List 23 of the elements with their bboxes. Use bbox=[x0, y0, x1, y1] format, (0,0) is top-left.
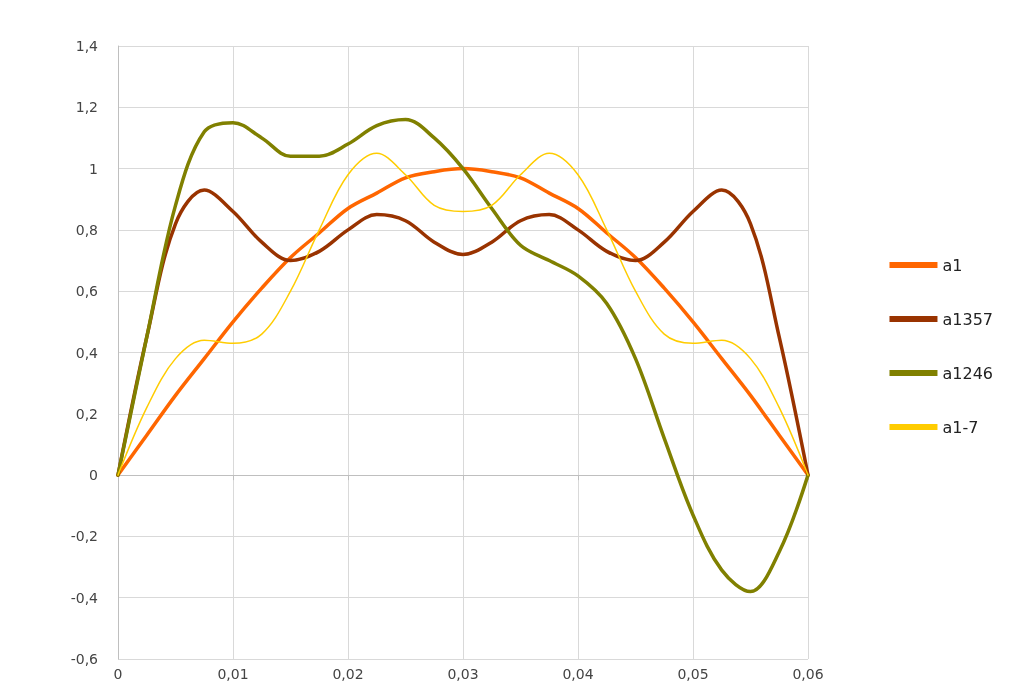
legend-label: a1246 bbox=[942, 363, 994, 383]
y-tick-label: 1 bbox=[89, 160, 98, 177]
legend-label: a1-7 bbox=[942, 417, 979, 437]
x-tick-label: 0,02 bbox=[332, 666, 364, 682]
y-tick-label: 0,2 bbox=[75, 405, 98, 422]
y-tick-label: -0,6 bbox=[70, 651, 99, 667]
y-tick-label: 0,4 bbox=[75, 344, 99, 361]
y-tick-label: -0,4 bbox=[70, 589, 99, 606]
y-tick-label: 1,2 bbox=[75, 99, 98, 116]
y-tick-label: 0 bbox=[89, 467, 98, 484]
x-tick-label: 0 bbox=[113, 666, 123, 682]
y-tick-label: 0,6 bbox=[75, 283, 99, 300]
x-tick-label: 0,06 bbox=[792, 666, 824, 682]
y-tick-label: 1,4 bbox=[75, 38, 99, 54]
legend-label: a1357 bbox=[942, 309, 994, 329]
x-tick-label: 0,04 bbox=[562, 666, 594, 682]
x-tick-label: 0,03 bbox=[447, 666, 479, 682]
x-tick-label: 0,05 bbox=[677, 666, 709, 682]
y-tick-label: -0,2 bbox=[70, 528, 98, 545]
x-tick-label: 0,01 bbox=[217, 666, 249, 682]
line-series bbox=[116, 117, 810, 594]
legend-label: a1 bbox=[942, 255, 963, 275]
y-tick-label: 0,8 bbox=[75, 221, 98, 238]
